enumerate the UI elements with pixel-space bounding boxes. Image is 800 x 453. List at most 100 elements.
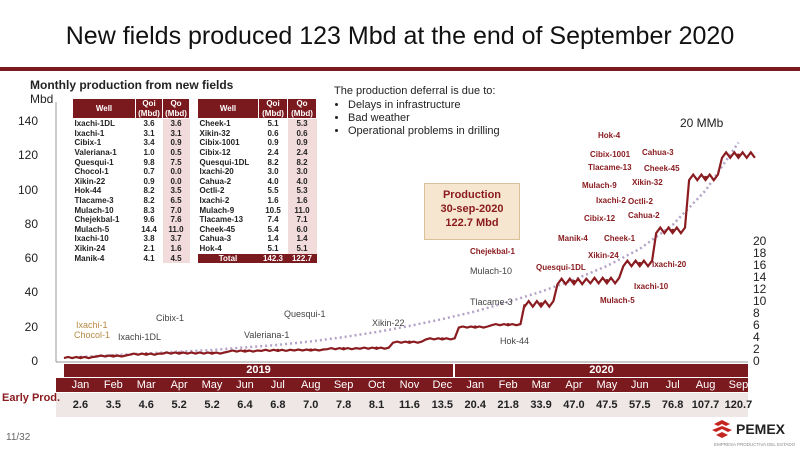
cell-well: Tlacame-3 <box>74 195 114 205</box>
cell-qo: 11.0 <box>287 205 317 216</box>
month-label: Mar <box>136 379 156 391</box>
data-point <box>506 323 510 327</box>
cell-well: Ixachi-10 <box>74 234 109 244</box>
cell-qoi: 1.6 <box>258 195 288 206</box>
data-point <box>342 347 346 351</box>
header-well: Well <box>72 97 136 120</box>
data-point <box>276 348 280 352</box>
well-label: Valeriana-1 <box>244 330 290 340</box>
table-row: Chejekbal-1 9.6 7.6 <box>73 215 190 225</box>
data-point <box>539 302 543 306</box>
cell-qoi: 8.2 <box>135 195 163 206</box>
well-label: Quesqui-1DL <box>536 263 586 272</box>
well-label: Quesqui-1 <box>284 309 326 319</box>
cell-well: Mulach-10 <box>74 205 114 215</box>
callout-line2: 30-sep-2020 <box>440 203 504 215</box>
early-prod-value: 76.8 <box>661 399 684 411</box>
early-prod-value: 3.5 <box>105 399 121 411</box>
early-prod-value: 107.7 <box>691 399 720 411</box>
well-label: Hok-4 <box>598 131 621 140</box>
well-label: Xikin-22 <box>372 318 405 328</box>
early-prod-value: 8.1 <box>368 399 385 411</box>
early-prod-label: Early Prod. <box>2 392 61 404</box>
month-label: Jan <box>466 379 485 391</box>
cell-qoi: 5.5 <box>258 186 288 196</box>
data-point <box>309 348 313 352</box>
cell-well: Tlacame-13 <box>199 215 244 225</box>
data-point <box>736 153 741 157</box>
month-label: Mar <box>531 379 551 391</box>
cell-qo: 3.6 <box>162 118 190 129</box>
cell-qoi: 1.0 <box>135 147 163 158</box>
cell-qo: 3.1 <box>162 128 190 139</box>
chart-subtitle: Monthly production from new fields <box>30 78 234 92</box>
month-label: Jul <box>270 379 285 391</box>
cell-well: Valeriana-1 <box>74 147 117 157</box>
cell-well: Quesqui-1DL <box>199 157 250 167</box>
total-qoi: 142.3 <box>258 253 288 264</box>
cell-qoi: 8.2 <box>258 157 288 168</box>
well-label: Mulach-9 <box>582 181 617 190</box>
page-title: New fields produced 123 Mbd at the end o… <box>65 22 735 50</box>
year-2019: 2019 <box>64 364 453 377</box>
cell-qo: 1.6 <box>287 195 317 206</box>
cell-qoi: 7.4 <box>258 215 288 225</box>
data-point <box>111 354 115 358</box>
month-label: Oct <box>367 379 386 391</box>
early-prod-value: 7.0 <box>303 399 319 411</box>
well-label: Ixachi-1 <box>76 320 108 330</box>
left-axis-tick: 40 <box>24 285 38 300</box>
month-label: Jun <box>630 379 649 391</box>
right-axis-tick: 16 <box>753 258 767 272</box>
table-row: Cahua-2 4.0 4.0 <box>198 176 317 187</box>
pemex-logo: PEMEX EMPRESA PRODUCTIVA DEL ESTADO <box>706 418 796 453</box>
well-label: Cibix-1001 <box>590 150 631 159</box>
early-prod-value: 120.7 <box>724 399 753 411</box>
table-row: Cibix-1001 0.9 0.9 <box>198 138 317 148</box>
left-axis-tick: 140 <box>17 114 38 128</box>
data-point <box>374 346 379 350</box>
cell-qo: 7.0 <box>162 205 190 216</box>
data-point <box>144 352 148 356</box>
well-label: Cheek-1 <box>604 234 636 243</box>
right-axis-tick: 0 <box>753 354 760 368</box>
cell-qo: 5.1 <box>287 243 317 254</box>
table-row: Tlacame-13 7.4 7.1 <box>198 215 317 225</box>
cell-qo: 6.0 <box>287 224 317 235</box>
right-axis-tick: 20 <box>753 234 767 248</box>
table-row: Ixachi-20 3.0 3.0 <box>198 167 317 177</box>
well-label: Mulach-10 <box>470 266 513 276</box>
data-point <box>638 261 642 266</box>
table-row: Valeriana-1 1.0 0.5 <box>73 147 190 158</box>
cell-qo: 7.6 <box>162 215 190 225</box>
data-point <box>703 175 708 179</box>
header-qo: Qo (Mbd) <box>287 97 317 120</box>
well-label: Cibix-12 <box>584 214 616 223</box>
well-label: Chejekbal-1 <box>470 247 515 256</box>
cell-qoi: 8.3 <box>135 205 163 216</box>
table-row: Ixachi-1DL 3.6 3.6 <box>73 118 190 129</box>
early-prod-value: 5.2 <box>171 399 187 411</box>
right-axis-tick: 10 <box>753 294 767 308</box>
cell-qoi: 0.7 <box>135 167 163 177</box>
cell-qoi: 10.5 <box>258 205 288 216</box>
header-well: Well <box>197 97 259 120</box>
right-axis-tick: 6 <box>753 318 760 332</box>
cell-qoi: 9.8 <box>135 157 163 168</box>
table-row: Cahua-3 1.4 1.4 <box>198 234 317 244</box>
cell-well: Xikin-32 <box>199 128 231 138</box>
cell-qoi: 2.1 <box>135 243 163 254</box>
total-label: Total <box>197 253 259 264</box>
cell-well: Cibix-1 <box>74 138 102 148</box>
data-point <box>177 351 181 355</box>
well-label: Ixachi-10 <box>634 282 669 291</box>
cell-qo: 4.0 <box>287 176 317 187</box>
month-label: Sep <box>728 379 749 391</box>
month-label: Jul <box>665 379 680 391</box>
early-prod-value: 4.6 <box>138 399 154 411</box>
cell-well: Chejekbal-1 <box>74 215 120 225</box>
cell-qoi: 0.9 <box>135 176 163 187</box>
early-prod-value: 57.5 <box>629 399 651 411</box>
table-row: Cheek-1 5.1 5.3 <box>198 118 317 129</box>
